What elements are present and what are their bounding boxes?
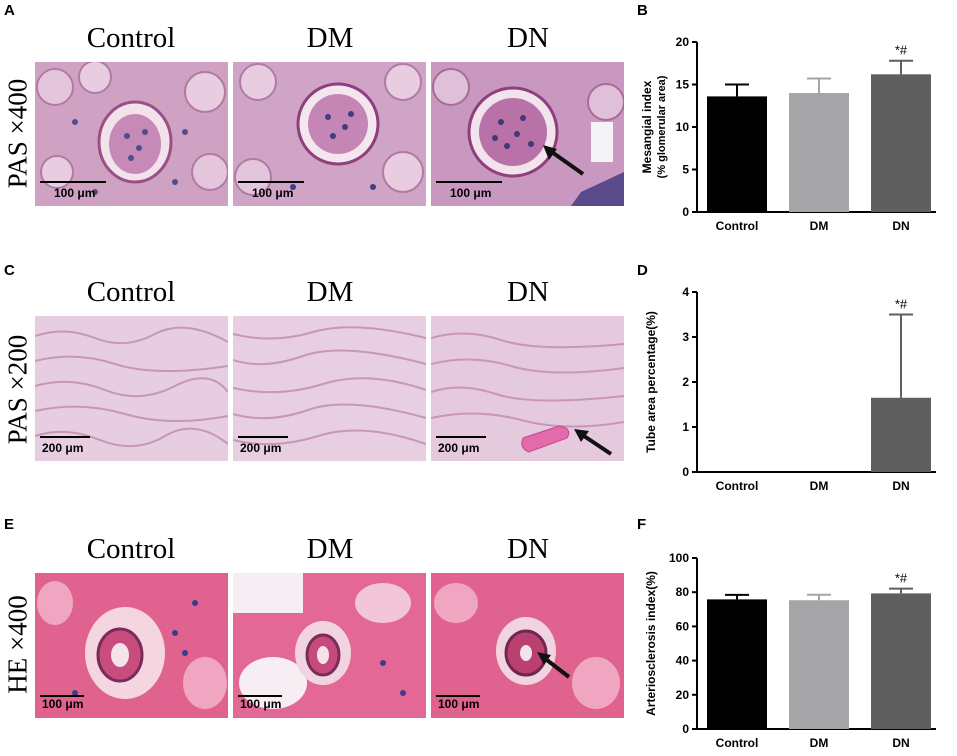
- x-tick-label: Control: [716, 479, 759, 493]
- scale-bar: [238, 181, 304, 183]
- y-tick-label: 2: [682, 375, 689, 389]
- panel-letter-a: A: [4, 2, 15, 19]
- group-label-control: Control: [86, 533, 176, 565]
- scale-bar-label: 100 μm: [438, 697, 480, 711]
- y-axis-label: Tube area percentage(%): [644, 311, 658, 453]
- scale-bar: [238, 695, 282, 697]
- group-label-dm: DM: [306, 22, 354, 54]
- x-tick-label: DM: [810, 219, 829, 233]
- scale-bar: [436, 436, 486, 438]
- micrograph-pas400-control: [35, 62, 228, 206]
- y-tick-label: 0: [682, 722, 689, 736]
- y-axis-label-sub: (% glomerular area): [656, 75, 668, 178]
- y-tick-label: 0: [682, 205, 689, 219]
- scale-bar-label: 100 μm: [252, 186, 294, 200]
- panel-letter-b: B: [637, 2, 648, 19]
- scale-bar: [436, 695, 480, 697]
- x-tick-label: DN: [892, 479, 909, 493]
- scale-bar-label: 200 μm: [42, 441, 84, 455]
- bar-dn: [871, 74, 931, 212]
- scale-bar-label: 100 μm: [42, 697, 84, 711]
- bar-dm: [789, 600, 849, 729]
- panel-letter-e: E: [4, 516, 15, 533]
- stain-label-row3: HE ×400: [2, 595, 33, 694]
- scale-bar-label: 200 μm: [438, 441, 480, 455]
- y-tick-label: 1: [682, 420, 689, 434]
- stain-label-row2: PAS ×200: [2, 334, 33, 445]
- y-axis-label: Mesangial index: [640, 80, 654, 173]
- scale-bar: [40, 181, 106, 183]
- bar-control: [707, 599, 767, 729]
- x-tick-label: DN: [892, 219, 909, 233]
- y-tick-label: 60: [676, 619, 690, 633]
- group-label-control: Control: [86, 22, 176, 54]
- stain-label-row1: PAS ×400: [2, 78, 33, 189]
- scale-bar-label: 200 μm: [240, 441, 282, 455]
- chart-tube-area: Tube area percentage(%) 0 1 2 3 4 Control DM *# D…: [640, 278, 940, 503]
- y-tick-label: 20: [676, 688, 690, 702]
- group-label-control: Control: [86, 276, 176, 308]
- y-tick-label: 10: [676, 120, 690, 134]
- micrograph-he400-control: [35, 573, 228, 718]
- y-axis-label: Arteriosclerosis index(%): [644, 571, 658, 716]
- y-tick-label: 0: [682, 465, 689, 479]
- y-tick-label: 4: [682, 285, 689, 299]
- scale-bar-label: 100 μm: [240, 697, 282, 711]
- bar-dn: [871, 397, 931, 472]
- bar-dm: [789, 93, 849, 212]
- y-tick-label: 100: [669, 551, 689, 565]
- group-label-dn: DN: [507, 276, 549, 308]
- bar-control: [707, 96, 767, 212]
- scale-bar: [40, 695, 84, 697]
- x-tick-label: Control: [716, 219, 759, 233]
- group-label-dm: DM: [306, 276, 354, 308]
- scale-bar: [238, 436, 288, 438]
- micrograph-pas200-control: [35, 316, 228, 461]
- panel-letter-d: D: [637, 262, 648, 279]
- y-tick-label: 80: [676, 585, 690, 599]
- group-label-dn: DN: [507, 533, 549, 565]
- y-tick-label: 20: [676, 35, 690, 49]
- significance-marker: *#: [895, 297, 908, 312]
- micrograph-pas400-dn: [431, 62, 624, 206]
- group-label-dn: DN: [507, 22, 549, 54]
- group-label-dm: DM: [306, 533, 354, 565]
- micrograph-he400-dm: [233, 573, 426, 718]
- y-tick-label: 15: [676, 78, 690, 92]
- micrograph-he400-dn: [431, 573, 624, 718]
- y-tick-label: 5: [682, 163, 689, 177]
- micrograph-pas200-dn: [431, 316, 624, 461]
- x-tick-label: DN: [892, 736, 909, 750]
- scale-bar: [436, 181, 502, 183]
- panel-letter-f: F: [637, 516, 647, 533]
- panel-letter-c: C: [4, 262, 15, 279]
- significance-marker: *#: [895, 571, 908, 586]
- scale-bar-label: 100 μm: [450, 186, 492, 200]
- scale-bar: [40, 436, 90, 438]
- x-tick-label: DM: [810, 736, 829, 750]
- x-tick-label: Control: [716, 736, 759, 750]
- chart-mesangial-index: Mesangial index (% glomerular area) 0 5 10 15…: [640, 20, 940, 245]
- y-tick-label: 3: [682, 330, 689, 344]
- micrograph-pas400-dm: [233, 62, 426, 206]
- x-tick-label: DM: [810, 479, 829, 493]
- significance-marker: *#: [895, 43, 908, 58]
- y-tick-label: 40: [676, 654, 690, 668]
- chart-arteriosclerosis-index: Arteriosclerosis index(%) 0 20 40 60 80 100 Con…: [640, 545, 940, 751]
- scale-bar-label: 100 μm: [54, 186, 96, 200]
- bar-dn: [871, 593, 931, 729]
- micrograph-pas200-dm: [233, 316, 426, 461]
